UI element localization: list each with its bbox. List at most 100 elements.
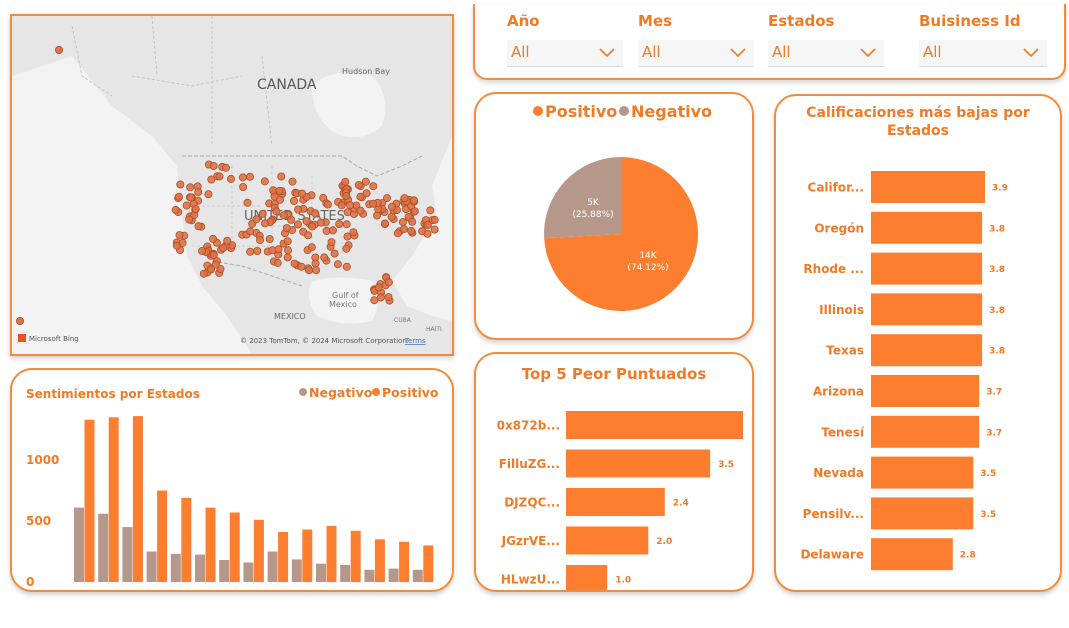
- map-location-dot[interactable]: [274, 245, 283, 254]
- map-location-dot[interactable]: [430, 215, 439, 224]
- map-location-dot[interactable]: [399, 225, 408, 234]
- sentiment-bar-positivo[interactable]: [108, 417, 119, 582]
- map-location-dot[interactable]: [398, 218, 407, 227]
- map-location-dot[interactable]: [380, 219, 389, 228]
- map-location-dot[interactable]: [370, 296, 379, 305]
- map-location-dot[interactable]: [304, 266, 313, 275]
- map-location-dot[interactable]: [408, 217, 417, 226]
- map-location-dot[interactable]: [387, 202, 396, 211]
- map-location-dot[interactable]: [293, 220, 302, 229]
- map-location-dot[interactable]: [356, 206, 365, 215]
- map-location-dot[interactable]: [174, 192, 183, 201]
- map-location-dot[interactable]: [194, 188, 203, 197]
- lowest-bar[interactable]: [871, 538, 953, 571]
- map-location-dot[interactable]: [361, 177, 370, 186]
- map-location-dot[interactable]: [304, 231, 313, 240]
- filter-year-dropdown[interactable]: All: [507, 40, 623, 67]
- map-location-dot[interactable]: [382, 194, 391, 203]
- map-location-dot[interactable]: [384, 278, 393, 287]
- pie-slice-negativo[interactable]: [544, 157, 621, 239]
- top5-worst-chart[interactable]: 0x872b... FilluZG... 3.5 DJZQC... 2.4 JGzrVE.…: [476, 354, 752, 590]
- sentiment-bar-negativo[interactable]: [98, 513, 109, 582]
- lowest-bar[interactable]: [871, 497, 974, 530]
- filter-year[interactable]: Año All: [507, 12, 623, 67]
- sentiment-bar-positivo[interactable]: [84, 419, 95, 582]
- map-location-dot[interactable]: [211, 260, 220, 269]
- map-location-dot[interactable]: [55, 45, 64, 54]
- map-location-dot[interactable]: [289, 196, 298, 205]
- map-location-dot[interactable]: [342, 220, 351, 229]
- map-location-dot[interactable]: [260, 177, 269, 186]
- top5-bar[interactable]: [566, 411, 743, 439]
- map-location-dot[interactable]: [175, 231, 184, 240]
- lowest-bar[interactable]: [871, 334, 983, 367]
- map-location-dot[interactable]: [219, 243, 228, 252]
- map-location-dot[interactable]: [253, 246, 262, 255]
- map-location-dot[interactable]: [185, 215, 194, 224]
- map-location-dot[interactable]: [356, 192, 365, 201]
- map-location-dot[interactable]: [302, 217, 311, 226]
- sentiment-bar-negativo[interactable]: [243, 562, 254, 583]
- map-location-dot[interactable]: [186, 183, 195, 192]
- sentiment-bar-negativo[interactable]: [364, 569, 375, 582]
- map-location-dot[interactable]: [273, 258, 282, 267]
- sentiment-bar-positivo[interactable]: [205, 507, 216, 582]
- map-location-dot[interactable]: [16, 316, 24, 325]
- filter-month[interactable]: Mes All: [638, 12, 754, 67]
- top5-bar[interactable]: [566, 526, 649, 555]
- lowest-bar[interactable]: [871, 252, 983, 285]
- map-location-dot[interactable]: [323, 200, 332, 209]
- sentiment-bar-negativo[interactable]: [170, 553, 181, 582]
- map-location-dot[interactable]: [204, 190, 213, 199]
- sentiment-bar-positivo[interactable]: [326, 525, 337, 582]
- map-location-dot[interactable]: [226, 174, 235, 183]
- map-location-dot[interactable]: [246, 247, 255, 256]
- map-location-dot[interactable]: [209, 161, 218, 170]
- map-location-dot[interactable]: [362, 189, 371, 198]
- sentiment-chart[interactable]: 0 500 1000: [12, 370, 452, 590]
- filter-business-id-dropdown[interactable]: All: [919, 40, 1047, 67]
- sentiment-bar-negativo[interactable]: [340, 564, 351, 582]
- sentiment-bar-negativo[interactable]: [122, 527, 133, 582]
- lowest-bar[interactable]: [871, 293, 983, 326]
- map-location-dot[interactable]: [320, 253, 329, 262]
- filter-states-dropdown[interactable]: All: [768, 40, 884, 67]
- map-canvas[interactable]: CANADA Hudson Bay UNITED STATES MEXICO G…: [12, 16, 452, 354]
- sentiment-bar-positivo[interactable]: [157, 490, 168, 583]
- map-location-dot[interactable]: [221, 163, 230, 172]
- map-location-dot[interactable]: [423, 229, 432, 238]
- map-location-dot[interactable]: [275, 186, 284, 195]
- map-location-dot[interactable]: [330, 249, 339, 258]
- map-location-dot[interactable]: [275, 195, 284, 204]
- sentiment-bar-negativo[interactable]: [412, 569, 423, 582]
- map-location-dot[interactable]: [243, 198, 252, 207]
- map-location-dot[interactable]: [283, 253, 292, 262]
- map-location-dot[interactable]: [209, 250, 218, 259]
- map-location-dot[interactable]: [349, 228, 358, 237]
- map-location-dot[interactable]: [337, 201, 346, 210]
- map-location-dot[interactable]: [265, 234, 274, 243]
- map-location-dot[interactable]: [207, 175, 216, 184]
- map-location-dot[interactable]: [287, 215, 296, 224]
- map-location-dot[interactable]: [387, 212, 396, 221]
- sentiment-bar-positivo[interactable]: [423, 545, 434, 582]
- map-location-dot[interactable]: [328, 226, 337, 235]
- map-location-dot[interactable]: [272, 207, 281, 216]
- map-location-dot[interactable]: [308, 222, 317, 231]
- map-location-dot[interactable]: [312, 266, 321, 275]
- map-location-dot[interactable]: [341, 177, 350, 186]
- sentiment-bar-positivo[interactable]: [399, 541, 410, 582]
- map-location-dot[interactable]: [376, 293, 385, 302]
- map-location-dot[interactable]: [342, 191, 351, 200]
- lowest-bar[interactable]: [871, 456, 974, 489]
- map-location-dot[interactable]: [407, 226, 416, 235]
- map-location-dot[interactable]: [342, 244, 351, 253]
- map-location-dot[interactable]: [307, 243, 316, 252]
- sentiment-bar-positivo[interactable]: [278, 532, 289, 582]
- map-location-dot[interactable]: [245, 172, 254, 181]
- map-location-dot[interactable]: [311, 259, 320, 268]
- sentiment-bar-positivo[interactable]: [302, 529, 313, 583]
- map-location-dot[interactable]: [369, 182, 378, 191]
- top5-bar[interactable]: [566, 488, 665, 516]
- map-location-dot[interactable]: [282, 224, 291, 233]
